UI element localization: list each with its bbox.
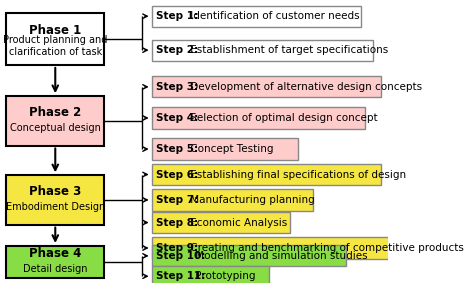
Text: Step 11:: Step 11: xyxy=(156,271,206,281)
Text: Establishment of target specifications: Establishment of target specifications xyxy=(187,45,388,55)
Text: Modelling and simulation studies: Modelling and simulation studies xyxy=(191,251,367,261)
Text: Prototyping: Prototyping xyxy=(191,271,255,281)
Text: Step 7:: Step 7: xyxy=(156,195,199,205)
Text: Step 5:: Step 5: xyxy=(156,144,198,154)
Text: Phase 4: Phase 4 xyxy=(29,247,82,260)
FancyBboxPatch shape xyxy=(152,107,365,129)
FancyBboxPatch shape xyxy=(6,246,104,278)
Text: Establishing final specifications of design: Establishing final specifications of des… xyxy=(187,170,406,179)
Text: Phase 3: Phase 3 xyxy=(29,185,82,198)
FancyBboxPatch shape xyxy=(6,175,104,225)
Text: Step 8:: Step 8: xyxy=(156,218,198,227)
FancyBboxPatch shape xyxy=(152,245,346,266)
FancyBboxPatch shape xyxy=(152,212,290,233)
FancyBboxPatch shape xyxy=(6,13,104,65)
FancyBboxPatch shape xyxy=(152,76,381,97)
FancyBboxPatch shape xyxy=(152,164,381,185)
Text: Step 1:: Step 1: xyxy=(156,11,198,21)
Text: Selection of optimal design concept: Selection of optimal design concept xyxy=(187,113,378,123)
Text: Concept Testing: Concept Testing xyxy=(187,144,273,154)
Text: Product planning and
clarification of task: Product planning and clarification of ta… xyxy=(3,35,108,57)
Text: Step 10:: Step 10: xyxy=(156,251,206,261)
Text: Phase 2: Phase 2 xyxy=(29,106,82,119)
Text: Embodiment Design: Embodiment Design xyxy=(6,202,105,212)
Text: Manufacturing planning: Manufacturing planning xyxy=(187,195,315,205)
FancyBboxPatch shape xyxy=(152,39,373,61)
FancyBboxPatch shape xyxy=(152,266,269,284)
FancyBboxPatch shape xyxy=(152,139,298,160)
Text: Detail design: Detail design xyxy=(23,264,88,274)
FancyBboxPatch shape xyxy=(6,96,104,145)
Text: Step 9:: Step 9: xyxy=(156,243,198,253)
FancyBboxPatch shape xyxy=(152,237,390,258)
Text: Conceptual design: Conceptual design xyxy=(10,123,100,133)
Text: Step 6:: Step 6: xyxy=(156,170,198,179)
Text: Phase 1: Phase 1 xyxy=(29,24,82,37)
Text: Step 2:: Step 2: xyxy=(156,45,198,55)
Text: Step 4:: Step 4: xyxy=(156,113,199,123)
Text: Development of alternative design concepts: Development of alternative design concep… xyxy=(187,82,422,92)
Text: Step 3:: Step 3: xyxy=(156,82,198,92)
Text: Identification of customer needs: Identification of customer needs xyxy=(187,11,360,21)
FancyBboxPatch shape xyxy=(152,6,361,27)
Text: Economic Analysis: Economic Analysis xyxy=(187,218,287,227)
FancyBboxPatch shape xyxy=(152,189,313,210)
Text: Creating and benchmarking of competitive products: Creating and benchmarking of competitive… xyxy=(187,243,464,253)
